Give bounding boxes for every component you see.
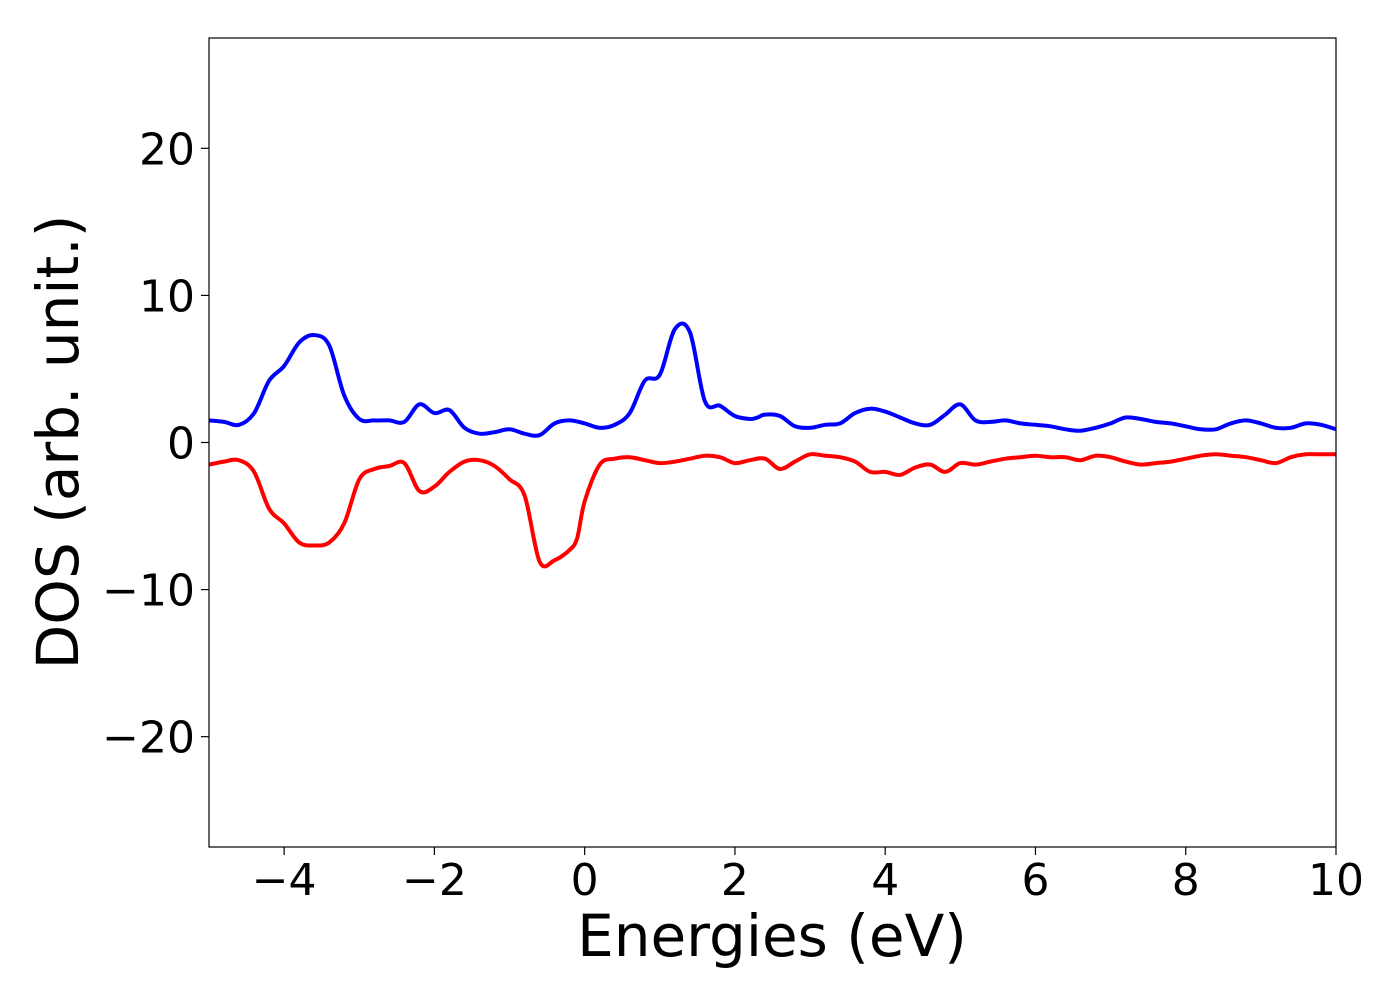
- x-axis-ticks: −4 −2 0 2 4 6 8 10: [252, 847, 1364, 906]
- plot-frame: [208, 37, 1337, 848]
- plot-background: [209, 38, 1336, 847]
- series-line-red: [208, 452, 1336, 569]
- y-tick-label: −10: [102, 566, 195, 617]
- x-tick-label: −4: [252, 855, 317, 906]
- x-tick-label: 2: [721, 855, 749, 906]
- y-tick-label: 10: [139, 271, 195, 322]
- x-tick-label: 8: [1172, 855, 1200, 906]
- x-axis-title: Energies (eV): [577, 902, 967, 970]
- y-tick-label: 0: [167, 419, 195, 470]
- x-tick-label: 10: [1308, 855, 1364, 906]
- x-tick-label: 4: [871, 855, 899, 906]
- x-tick-label: 6: [1021, 855, 1049, 906]
- y-axis-ticks: −20 −10 0 10 20: [102, 124, 209, 764]
- series-layer: [208, 321, 1337, 569]
- y-axis-title: DOS (arb. unit.): [24, 215, 92, 670]
- y-tick-label: −20: [102, 713, 195, 764]
- series-line-blue: [208, 321, 1337, 438]
- x-tick-label: −2: [402, 855, 467, 906]
- x-tick-label: 0: [571, 855, 599, 906]
- y-tick-label: 20: [139, 124, 195, 175]
